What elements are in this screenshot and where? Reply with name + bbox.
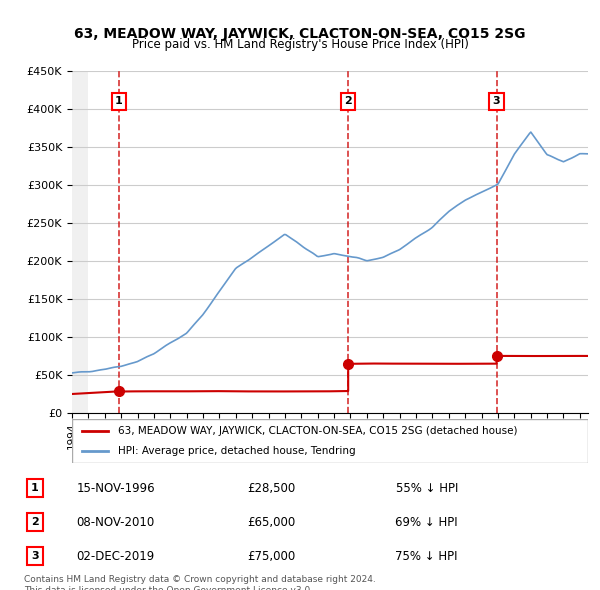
- Text: Price paid vs. HM Land Registry's House Price Index (HPI): Price paid vs. HM Land Registry's House …: [131, 38, 469, 51]
- FancyBboxPatch shape: [72, 419, 588, 463]
- Text: 02-DEC-2019: 02-DEC-2019: [77, 550, 155, 563]
- Text: 2: 2: [31, 517, 39, 527]
- Text: 2: 2: [344, 96, 352, 106]
- Text: 3: 3: [31, 552, 39, 561]
- Text: 15-NOV-1996: 15-NOV-1996: [76, 481, 155, 494]
- Text: £75,000: £75,000: [247, 550, 295, 563]
- Text: 3: 3: [493, 96, 500, 106]
- Text: HPI: Average price, detached house, Tendring: HPI: Average price, detached house, Tend…: [118, 446, 356, 455]
- Text: £28,500: £28,500: [247, 481, 295, 494]
- Bar: [72, 71, 88, 413]
- Text: 75% ↓ HPI: 75% ↓ HPI: [395, 550, 458, 563]
- Text: 63, MEADOW WAY, JAYWICK, CLACTON-ON-SEA, CO15 2SG: 63, MEADOW WAY, JAYWICK, CLACTON-ON-SEA,…: [74, 27, 526, 41]
- Text: Contains HM Land Registry data © Crown copyright and database right 2024.
This d: Contains HM Land Registry data © Crown c…: [24, 575, 376, 590]
- Text: 1: 1: [31, 483, 39, 493]
- Text: 69% ↓ HPI: 69% ↓ HPI: [395, 516, 458, 529]
- Text: 08-NOV-2010: 08-NOV-2010: [77, 516, 155, 529]
- Text: 55% ↓ HPI: 55% ↓ HPI: [395, 481, 458, 494]
- Text: 63, MEADOW WAY, JAYWICK, CLACTON-ON-SEA, CO15 2SG (detached house): 63, MEADOW WAY, JAYWICK, CLACTON-ON-SEA,…: [118, 427, 518, 436]
- Text: £65,000: £65,000: [247, 516, 295, 529]
- Text: 1: 1: [115, 96, 123, 106]
